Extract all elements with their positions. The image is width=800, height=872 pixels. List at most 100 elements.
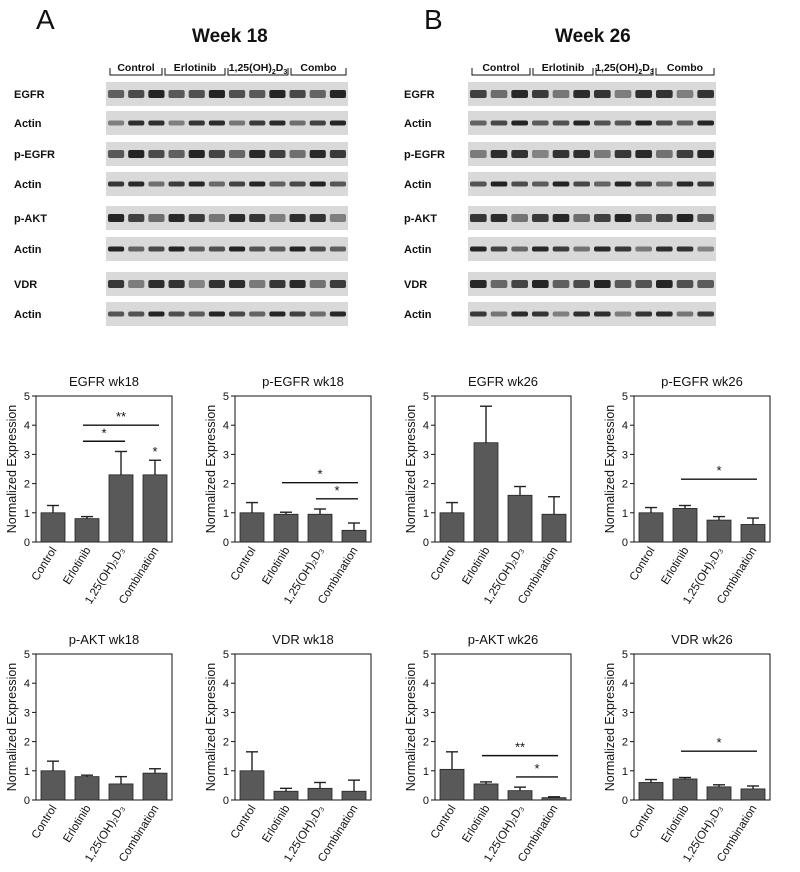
blot-row-label: EGFR	[404, 89, 435, 101]
bar	[541, 797, 567, 801]
y-tick-label: 2	[223, 479, 229, 491]
bar-charts: EGFR wk18 Normalized Expression 0 1 2 3 4 5 Cont…	[5, 374, 771, 865]
blot-band	[249, 311, 266, 317]
plot-frame	[434, 395, 572, 543]
blot-band	[676, 311, 694, 317]
blot-band	[594, 311, 611, 317]
blot-band	[309, 280, 326, 288]
blot-band	[697, 246, 714, 252]
western-blots: Control Erlotinib 1,25(OH)2D3 Combo EGFR Acti…	[14, 62, 716, 326]
blot-band	[697, 311, 714, 317]
blot-row-label: VDR	[14, 279, 37, 291]
blot-band	[552, 311, 570, 317]
blot-band	[573, 280, 590, 288]
y-tick-label: 5	[423, 649, 429, 661]
bar	[439, 512, 465, 543]
blot-band	[309, 214, 326, 222]
blot-band	[676, 120, 694, 126]
blot-row-label: Actin	[404, 244, 432, 256]
blot-band	[128, 90, 145, 98]
blot-band	[229, 280, 246, 288]
blot-band	[108, 246, 125, 252]
blot-band	[697, 280, 714, 288]
blot-band	[249, 280, 266, 288]
blot-row-label: p-EGFR	[404, 149, 445, 161]
blot-band	[188, 214, 205, 222]
blot-strip	[468, 272, 716, 296]
x-tick-label: Control	[30, 545, 60, 583]
blot-band	[676, 246, 694, 252]
x-tick-label: Control	[628, 803, 658, 841]
y-tick-label: 5	[622, 391, 628, 403]
blot-band	[229, 90, 246, 98]
blot-strip	[468, 237, 716, 261]
blot-band	[108, 181, 125, 187]
bar	[273, 790, 299, 801]
y-tick-label: 3	[223, 707, 229, 719]
bar	[706, 519, 732, 543]
blot-band	[470, 280, 487, 288]
chart-1: p-EGFR wk18 Normalized Expression 0 1 2 3 4 5 Co…	[204, 374, 372, 607]
y-tick-label: 4	[24, 420, 30, 432]
blot-group-bracket	[471, 68, 531, 76]
blot-band	[249, 90, 266, 98]
bar	[638, 512, 664, 543]
chart-3: p-EGFR wk26 Normalized Expression 0 1 2 3 4 5 Co…	[603, 374, 771, 607]
blot-band	[309, 90, 326, 98]
blot-row-label: Actin	[14, 179, 42, 191]
blot-group-bracket	[290, 68, 347, 76]
y-tick-label: 0	[24, 795, 30, 807]
blot-band	[656, 150, 673, 158]
chart-title: VDR wk18	[272, 632, 333, 647]
panel-title-week18: Week 18	[192, 26, 268, 47]
blot-band	[289, 181, 306, 187]
blot-band	[656, 120, 673, 126]
chart-title: EGFR wk26	[468, 374, 538, 389]
blot-band	[309, 120, 326, 126]
blot-band	[229, 120, 246, 126]
x-tick-label: Control	[30, 803, 60, 841]
y-tick-label: 1	[223, 766, 229, 778]
blot-band	[490, 181, 508, 187]
blot-band	[532, 246, 549, 252]
y-tick-label: 3	[622, 449, 628, 461]
x-tick-label: Erlotinib	[659, 803, 691, 845]
blot-row-label: EGFR	[14, 89, 45, 101]
y-tick-label: 2	[24, 737, 30, 749]
chart-title: p-AKT wk26	[468, 632, 539, 647]
blot-band	[532, 280, 549, 288]
blot-strip	[106, 82, 348, 106]
y-tick-label: 0	[223, 795, 229, 807]
y-tick-label: 4	[223, 678, 229, 690]
plot-frame	[633, 395, 771, 543]
chart-0: EGFR wk18 Normalized Expression 0 1 2 3 4 5 Cont…	[5, 374, 173, 607]
y-tick-label: 0	[423, 537, 429, 549]
blot-band	[269, 181, 286, 187]
blot-band	[552, 214, 570, 222]
blot-row-label: Actin	[404, 309, 432, 321]
blot-band	[470, 181, 487, 187]
chart-title: p-EGFR wk18	[262, 374, 344, 389]
blot-band	[614, 90, 632, 98]
x-tick-label: Control	[429, 545, 459, 583]
blot-band	[188, 120, 205, 126]
blot-band	[697, 150, 714, 158]
bar	[507, 790, 533, 801]
y-tick-label: 5	[24, 649, 30, 661]
blot-band	[309, 246, 326, 252]
y-tick-label: 2	[223, 737, 229, 749]
x-tick-label: Erlotinib	[460, 803, 492, 845]
x-tick-label: Control	[229, 803, 259, 841]
blot-row-label: VDR	[404, 279, 427, 291]
blot-group-bracket	[227, 68, 289, 76]
blot-band	[552, 280, 570, 288]
blot-band	[573, 214, 590, 222]
bar	[672, 778, 698, 801]
blot-band	[208, 120, 225, 126]
bar	[341, 790, 367, 801]
plot-frame	[434, 653, 572, 801]
y-tick-label: 3	[223, 449, 229, 461]
blot-band	[329, 120, 346, 126]
x-tick-label: Control	[628, 545, 658, 583]
blot-band	[552, 150, 570, 158]
